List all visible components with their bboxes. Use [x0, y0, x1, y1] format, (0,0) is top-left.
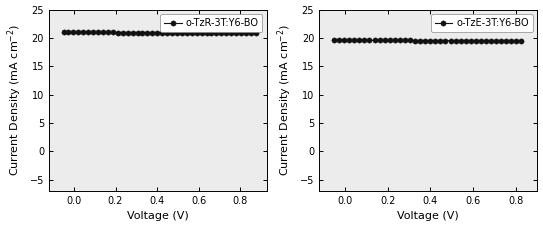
o-TzE-3T:Y6-BO — [341, 39, 348, 42]
o-TzR-3T:Y6-BO — [149, 31, 155, 34]
o-TzE-3T:Y6-BO — [356, 39, 363, 42]
o-TzR-3T:Y6-BO — [115, 31, 121, 34]
o-TzE-3T:Y6-BO — [422, 39, 428, 42]
o-TzR-3T:Y6-BO — [85, 31, 91, 34]
o-TzE-3T:Y6-BO — [488, 39, 494, 42]
o-TzE-3T:Y6-BO — [376, 39, 383, 42]
Legend: o-TzE-3T:Y6-BO: o-TzE-3T:Y6-BO — [431, 15, 533, 32]
o-TzR-3T:Y6-BO — [124, 31, 131, 34]
o-TzE-3T:Y6-BO — [402, 39, 408, 42]
o-TzE-3T:Y6-BO — [351, 39, 357, 42]
o-TzR-3T:Y6-BO — [193, 32, 200, 34]
o-TzE-3T:Y6-BO — [452, 39, 459, 42]
o-TzE-3T:Y6-BO — [498, 39, 504, 42]
o-TzE-3T:Y6-BO — [493, 39, 500, 42]
o-TzE-3T:Y6-BO — [457, 39, 464, 42]
o-TzE-3T:Y6-BO — [503, 39, 509, 42]
Legend: o-TzR-3T:Y6-BO: o-TzR-3T:Y6-BO — [160, 15, 262, 32]
o-TzR-3T:Y6-BO — [164, 32, 171, 34]
o-TzR-3T:Y6-BO — [252, 32, 259, 35]
o-TzR-3T:Y6-BO — [203, 32, 210, 35]
o-TzR-3T:Y6-BO — [218, 32, 225, 35]
o-TzE-3T:Y6-BO — [417, 39, 424, 42]
o-TzR-3T:Y6-BO — [228, 32, 235, 35]
o-TzR-3T:Y6-BO — [80, 31, 86, 34]
o-TzR-3T:Y6-BO — [169, 32, 175, 34]
o-TzR-3T:Y6-BO — [248, 32, 254, 35]
o-TzE-3T:Y6-BO — [518, 40, 525, 42]
o-TzE-3T:Y6-BO — [366, 39, 372, 42]
o-TzR-3T:Y6-BO — [188, 32, 195, 34]
o-TzE-3T:Y6-BO — [463, 39, 469, 42]
o-TzR-3T:Y6-BO — [144, 31, 150, 34]
o-TzR-3T:Y6-BO — [243, 32, 249, 35]
o-TzE-3T:Y6-BO — [442, 39, 449, 42]
o-TzR-3T:Y6-BO — [105, 31, 111, 34]
o-TzR-3T:Y6-BO — [179, 32, 185, 34]
o-TzR-3T:Y6-BO — [134, 31, 141, 34]
o-TzE-3T:Y6-BO — [468, 39, 474, 42]
o-TzE-3T:Y6-BO — [331, 39, 337, 42]
o-TzE-3T:Y6-BO — [371, 39, 378, 42]
Line: o-TzE-3T:Y6-BO: o-TzE-3T:Y6-BO — [331, 37, 524, 44]
o-TzE-3T:Y6-BO — [387, 39, 393, 42]
o-TzE-3T:Y6-BO — [361, 39, 368, 42]
o-TzR-3T:Y6-BO — [95, 31, 102, 34]
o-TzR-3T:Y6-BO — [184, 32, 190, 34]
o-TzR-3T:Y6-BO — [129, 31, 136, 34]
X-axis label: Voltage (V): Voltage (V) — [127, 211, 189, 222]
o-TzE-3T:Y6-BO — [483, 39, 489, 42]
o-TzR-3T:Y6-BO — [223, 32, 230, 35]
o-TzR-3T:Y6-BO — [208, 32, 214, 35]
o-TzR-3T:Y6-BO — [119, 31, 126, 34]
o-TzE-3T:Y6-BO — [432, 39, 439, 42]
o-TzR-3T:Y6-BO — [233, 32, 239, 35]
o-TzR-3T:Y6-BO — [139, 31, 146, 34]
Y-axis label: Current Density (mA cm$^{-2}$): Current Density (mA cm$^{-2}$) — [276, 24, 294, 176]
o-TzE-3T:Y6-BO — [447, 39, 454, 42]
o-TzR-3T:Y6-BO — [154, 31, 161, 34]
o-TzE-3T:Y6-BO — [472, 39, 479, 42]
o-TzE-3T:Y6-BO — [346, 39, 352, 42]
o-TzE-3T:Y6-BO — [513, 40, 520, 42]
Line: o-TzR-3T:Y6-BO: o-TzR-3T:Y6-BO — [61, 30, 258, 36]
o-TzE-3T:Y6-BO — [392, 39, 398, 42]
o-TzR-3T:Y6-BO — [90, 31, 96, 34]
o-TzE-3T:Y6-BO — [381, 39, 388, 42]
o-TzR-3T:Y6-BO — [159, 31, 166, 34]
o-TzE-3T:Y6-BO — [412, 39, 418, 42]
o-TzE-3T:Y6-BO — [396, 39, 403, 42]
o-TzE-3T:Y6-BO — [407, 39, 413, 42]
o-TzE-3T:Y6-BO — [427, 39, 433, 42]
o-TzE-3T:Y6-BO — [508, 40, 515, 42]
o-TzE-3T:Y6-BO — [478, 39, 484, 42]
o-TzR-3T:Y6-BO — [174, 32, 180, 34]
X-axis label: Voltage (V): Voltage (V) — [397, 211, 459, 222]
o-TzE-3T:Y6-BO — [336, 39, 343, 42]
o-TzR-3T:Y6-BO — [100, 31, 106, 34]
o-TzR-3T:Y6-BO — [60, 31, 67, 34]
o-TzR-3T:Y6-BO — [198, 32, 205, 34]
o-TzR-3T:Y6-BO — [213, 32, 220, 35]
Y-axis label: Current Density (mA cm$^{-2}$): Current Density (mA cm$^{-2}$) — [5, 24, 24, 176]
o-TzR-3T:Y6-BO — [75, 31, 81, 34]
o-TzR-3T:Y6-BO — [65, 31, 72, 34]
o-TzR-3T:Y6-BO — [110, 31, 116, 34]
o-TzE-3T:Y6-BO — [437, 39, 444, 42]
o-TzR-3T:Y6-BO — [70, 31, 77, 34]
o-TzR-3T:Y6-BO — [238, 32, 244, 35]
